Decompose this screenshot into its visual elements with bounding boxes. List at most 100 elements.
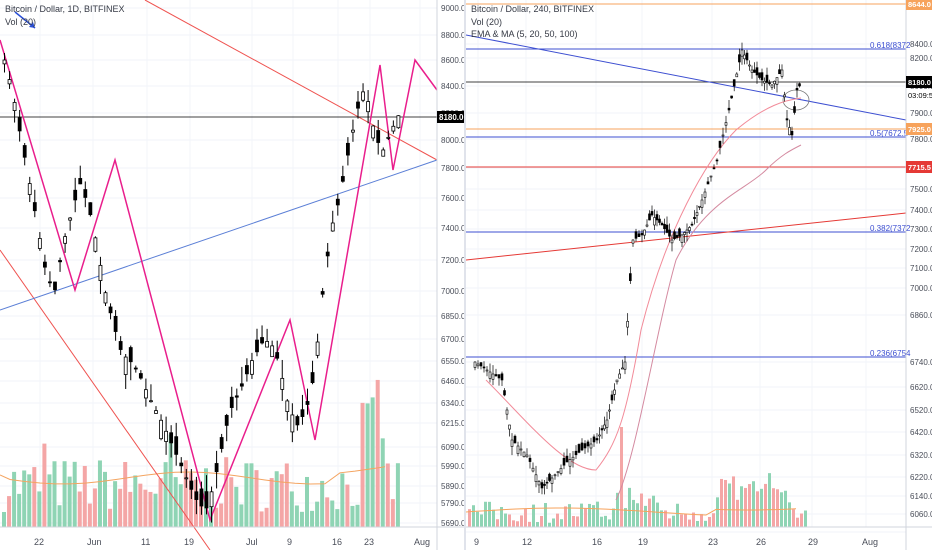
candle-body bbox=[510, 439, 514, 447]
price-tick-label: 8800.0 bbox=[441, 31, 464, 40]
candle-body bbox=[712, 167, 716, 170]
volume-bar bbox=[158, 478, 163, 527]
volume-bar bbox=[512, 520, 515, 527]
volume-bar bbox=[370, 397, 375, 527]
volume-bar bbox=[299, 511, 304, 527]
volume-ma-line bbox=[465, 507, 797, 516]
pane-divider[interactable] bbox=[464, 0, 466, 550]
volume-bar bbox=[708, 516, 711, 527]
ma-line bbox=[615, 144, 802, 501]
price-tick-label: 7100.0 bbox=[910, 264, 932, 273]
candle-body bbox=[98, 264, 103, 281]
candle-body bbox=[525, 454, 529, 458]
candle-body bbox=[780, 69, 784, 77]
candle-body bbox=[505, 409, 509, 415]
candle-body bbox=[194, 491, 199, 500]
candle-body bbox=[280, 377, 285, 390]
price-tick-label: 5890.0 bbox=[441, 482, 464, 491]
volume-bar bbox=[804, 510, 807, 527]
volume-bar bbox=[330, 500, 335, 527]
volume-bar bbox=[148, 491, 153, 527]
volume-bar bbox=[62, 461, 67, 527]
h4-chart[interactable]: 0.618(8372 0.5(7672.5 0.382(7372 0.236(6754… bbox=[465, 0, 932, 550]
candle-body bbox=[740, 49, 744, 57]
candle-body bbox=[396, 115, 401, 129]
candle-body bbox=[668, 229, 671, 237]
candle-body bbox=[78, 178, 83, 185]
volume-bar bbox=[792, 509, 795, 527]
candle-body bbox=[621, 367, 624, 370]
volume-bar bbox=[2, 511, 6, 527]
candle-body bbox=[730, 95, 733, 99]
time-tick-label: Aug bbox=[414, 537, 430, 547]
h4-price-axis: 8400.08200.08000.07900.07800.07600.07500… bbox=[905, 0, 932, 550]
volume-bar bbox=[385, 463, 390, 527]
candle-body bbox=[482, 366, 486, 369]
volume-bar bbox=[588, 503, 591, 527]
candle-body bbox=[265, 341, 270, 348]
volume-bar bbox=[480, 514, 483, 527]
candle-body bbox=[693, 216, 696, 220]
candle-body bbox=[610, 394, 614, 401]
price-tick-label: 6850.0 bbox=[441, 312, 464, 321]
volume-bar bbox=[800, 513, 803, 527]
candle-body bbox=[724, 122, 728, 126]
h4-candles bbox=[473, 42, 801, 495]
volume-bar bbox=[528, 521, 531, 527]
volume-bar bbox=[484, 501, 487, 527]
volume-bar bbox=[692, 512, 695, 527]
candle-body bbox=[43, 261, 47, 268]
volume-bar bbox=[660, 510, 663, 527]
candle-body bbox=[685, 229, 689, 234]
price-tick-label: 7600.0 bbox=[441, 194, 464, 203]
time-tick-label: 22 bbox=[34, 537, 44, 547]
candle-body bbox=[159, 419, 163, 440]
candle-body bbox=[600, 428, 604, 431]
candle-body bbox=[758, 72, 761, 78]
price-tick-label: 5990.0 bbox=[441, 462, 464, 471]
volume-bar bbox=[576, 516, 579, 527]
volume-bar bbox=[728, 483, 731, 527]
candle-body bbox=[73, 189, 78, 201]
price-tick-label: 7000.0 bbox=[910, 284, 932, 293]
volume-bar bbox=[684, 514, 687, 527]
time-tick-label: 16 bbox=[592, 537, 602, 547]
volume-bar bbox=[608, 519, 611, 527]
volume-bar bbox=[476, 511, 479, 527]
volume-bar bbox=[113, 481, 118, 527]
volume-bar bbox=[52, 461, 57, 527]
candle-body bbox=[391, 125, 396, 132]
volume-bar bbox=[668, 518, 671, 527]
volume-bar bbox=[496, 519, 499, 527]
candle-body bbox=[494, 374, 498, 377]
volume-bar bbox=[516, 521, 519, 527]
candle-body bbox=[574, 450, 578, 456]
volume-bar bbox=[640, 493, 643, 527]
price-tick-label: 7200.0 bbox=[441, 256, 464, 265]
volume-bar bbox=[488, 501, 491, 527]
candle-body bbox=[503, 390, 506, 396]
candle-body bbox=[351, 129, 355, 133]
volume-bar bbox=[596, 501, 599, 527]
candle-body bbox=[735, 73, 739, 78]
daily-chart-pane[interactable]: 9000.08800.08600.08400.08200.08000.07800… bbox=[0, 0, 466, 551]
candle-body bbox=[199, 488, 204, 507]
candle-body bbox=[330, 222, 335, 232]
h4-volume-bars bbox=[465, 427, 807, 527]
candle-body bbox=[637, 233, 641, 237]
volume-bar bbox=[269, 478, 274, 527]
volume-bar bbox=[548, 522, 551, 527]
price-tick-label: 7500.0 bbox=[910, 185, 932, 194]
level-7925-label: 7925.0 bbox=[908, 125, 931, 134]
h4-chart-pane[interactable]: 0.618(8372 0.5(7672.5 0.382(7372 0.236(6754… bbox=[465, 0, 932, 550]
candle-body bbox=[688, 227, 691, 231]
daily-chart[interactable]: 9000.08800.08600.08400.08200.08000.07800… bbox=[0, 0, 466, 551]
price-tick-label: 6520.0 bbox=[910, 406, 932, 415]
candle-body bbox=[653, 217, 656, 226]
red-trendline bbox=[465, 212, 907, 261]
candle-body bbox=[169, 432, 174, 444]
volume-bar bbox=[612, 508, 615, 527]
candle-body bbox=[648, 213, 651, 221]
candle-body bbox=[204, 491, 209, 509]
